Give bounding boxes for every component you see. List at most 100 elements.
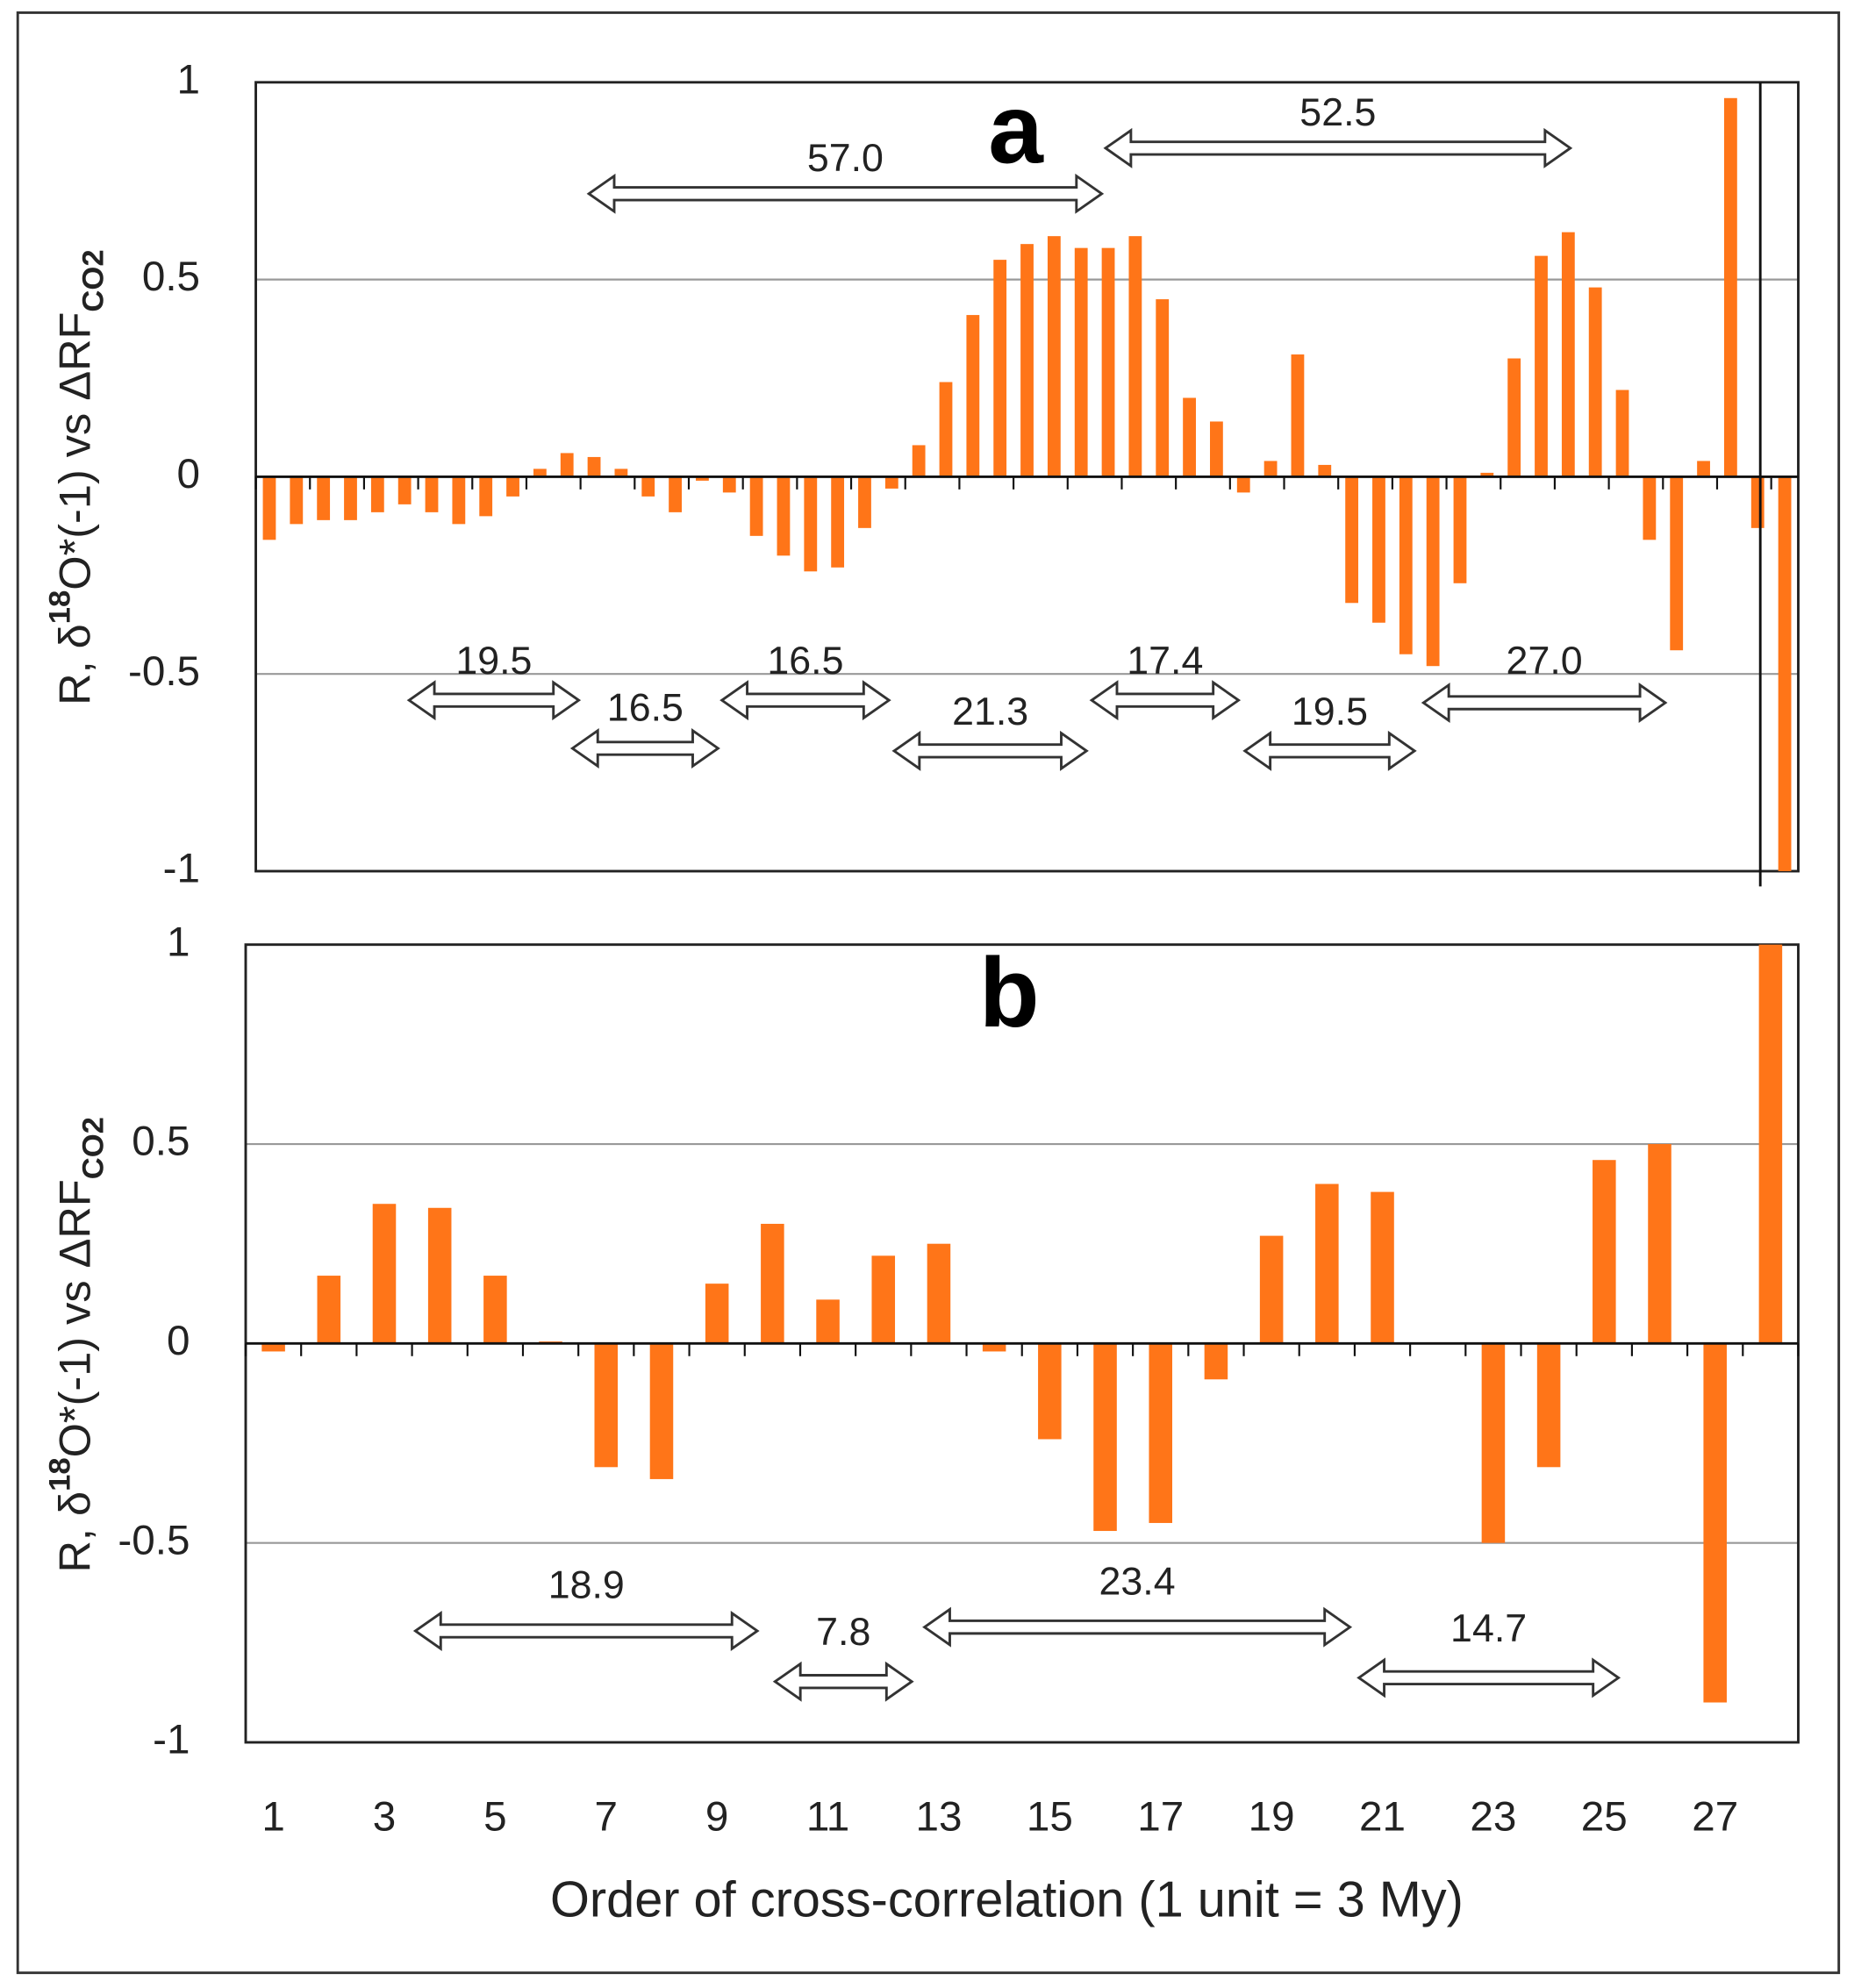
x-tick-label: 5 <box>483 1794 506 1841</box>
bar <box>1156 299 1170 477</box>
y-axis-label: R, δ18O*(-1) vs ΔRFCO2 <box>44 249 111 704</box>
bar <box>1750 476 1765 528</box>
y-axis-label-part: CO2 <box>77 249 111 311</box>
period-arrow <box>1356 1657 1621 1698</box>
bar <box>816 1299 840 1344</box>
y-axis-label-part: R, δ <box>50 1491 100 1573</box>
bar <box>1038 1343 1062 1440</box>
annotation: 14.7 <box>1450 1606 1527 1650</box>
annotation: 17.4 <box>1127 639 1203 683</box>
bar <box>1723 97 1737 477</box>
x-tick-label: 1 <box>261 1794 284 1841</box>
bar <box>804 476 818 572</box>
bar <box>1183 397 1196 477</box>
bar <box>1703 1343 1727 1703</box>
bar <box>261 1343 285 1352</box>
x-tick-label: 3 <box>373 1794 396 1841</box>
bar <box>722 476 736 493</box>
annotation: 7.8 <box>816 1610 870 1654</box>
bar <box>1372 476 1385 623</box>
y-axis-label-part: CO2 <box>77 1117 111 1179</box>
bar <box>761 1223 784 1344</box>
bar <box>506 476 519 497</box>
y-tick-label: 0 <box>177 451 200 497</box>
x-axis-label: Order of cross-correlation (1 unit = 3 M… <box>550 1872 1464 1928</box>
bar <box>452 476 466 525</box>
bar <box>1149 1343 1173 1523</box>
annotation: 27.0 <box>1507 639 1583 683</box>
x-tick-label: 13 <box>915 1794 962 1841</box>
y-tick-label: -0.5 <box>118 1517 190 1563</box>
bar <box>777 476 791 556</box>
period-arrow <box>1089 680 1242 721</box>
bar <box>1670 476 1684 651</box>
period-arrow <box>891 730 1089 771</box>
x-tick-label: 19 <box>1249 1794 1295 1841</box>
annotation: 18.9 <box>548 1563 625 1607</box>
bar <box>370 476 384 512</box>
bar <box>1101 247 1115 477</box>
bar <box>1481 1343 1506 1543</box>
annotation: 16.5 <box>607 686 684 730</box>
period-arrow <box>1421 683 1668 724</box>
bar <box>1371 1191 1394 1344</box>
bar <box>982 1343 1006 1352</box>
bar <box>1236 476 1250 493</box>
bar <box>317 476 331 520</box>
y-tick-label: 0 <box>167 1318 190 1364</box>
period-arrow <box>586 173 1105 214</box>
bar <box>1615 390 1629 477</box>
y-tick-label: -0.5 <box>128 648 200 695</box>
bar <box>1093 1343 1117 1532</box>
y-axis-label-part: O*(-1) vs ΔRF <box>50 1179 100 1457</box>
bar <box>927 1243 951 1344</box>
bar <box>1259 1235 1284 1344</box>
bar <box>1480 472 1494 477</box>
annotation: 21.3 <box>952 690 1028 733</box>
panel-label: a <box>988 74 1044 184</box>
bar <box>1593 1160 1616 1344</box>
bar <box>560 453 574 477</box>
bar <box>533 468 547 477</box>
bar <box>966 315 980 477</box>
bar <box>317 1276 341 1344</box>
bar <box>290 476 304 525</box>
bar <box>614 468 628 477</box>
annotation: 16.5 <box>767 639 843 683</box>
period-arrow <box>1242 730 1417 771</box>
bar <box>1074 247 1088 477</box>
annotation: 23.4 <box>1099 1559 1176 1603</box>
x-tick-label: 21 <box>1359 1794 1406 1841</box>
x-tick-label: 23 <box>1470 1794 1516 1841</box>
bar <box>1345 476 1359 604</box>
period-arrow <box>1103 127 1573 168</box>
bar <box>939 382 953 477</box>
bar <box>1453 476 1467 583</box>
y-axis-label-part: 18 <box>44 590 77 625</box>
y-tick-label: -1 <box>163 846 200 892</box>
bar <box>1210 421 1223 477</box>
x-tick-label: 25 <box>1581 1794 1628 1841</box>
x-tick-label: 27 <box>1692 1794 1738 1841</box>
period-arrow <box>569 728 720 769</box>
y-axis-label: R, δ18O*(-1) vs ΔRFCO2 <box>44 1117 111 1572</box>
period-arrow <box>406 680 582 721</box>
bar <box>1643 476 1657 540</box>
bar <box>871 1255 896 1344</box>
y-axis-label-part: O*(-1) vs ΔRF <box>50 312 100 590</box>
bar <box>705 1284 729 1344</box>
bar <box>1291 354 1305 477</box>
bar <box>425 476 439 512</box>
bar <box>1426 476 1440 667</box>
bar <box>1399 476 1413 654</box>
y-tick-label: 0.5 <box>132 1119 190 1165</box>
bar <box>912 445 926 477</box>
x-tick-label: 9 <box>705 1794 728 1841</box>
annotation: 19.5 <box>455 639 532 683</box>
bar <box>344 476 357 520</box>
period-arrow <box>412 1611 760 1651</box>
x-tick-label: 17 <box>1137 1794 1184 1841</box>
frame <box>16 11 1841 1975</box>
bar <box>1697 461 1710 477</box>
